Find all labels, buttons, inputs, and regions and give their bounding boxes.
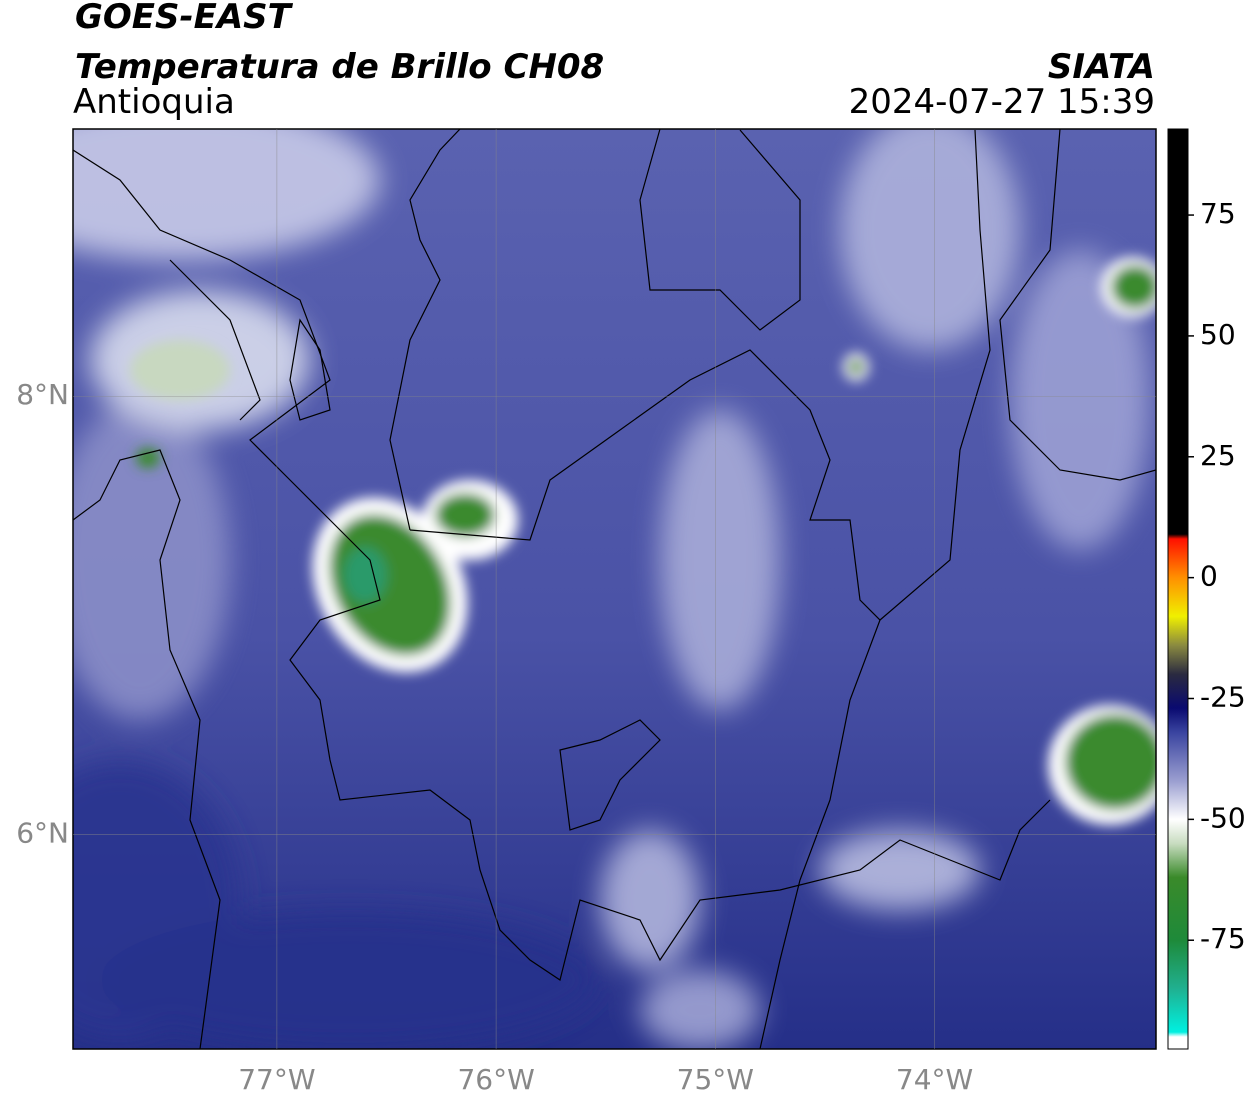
colorbar-tick-label: 50 [1200, 318, 1236, 351]
y-tick-label: 6°N [16, 816, 69, 849]
colorbar-tick-label: 0 [1200, 560, 1218, 593]
x-tick-label: 77°W [238, 1063, 315, 1096]
colorbar-tick-label: 25 [1200, 439, 1236, 472]
x-tick-label: 74°W [896, 1063, 973, 1096]
x-tick-label: 75°W [677, 1063, 754, 1096]
timestamp: 2024-07-27 15:39 [849, 82, 1155, 122]
colorbar-tick-label: -50 [1200, 801, 1246, 834]
region: Antioquia [73, 82, 235, 122]
subtitle: Temperatura de Brillo CH08 [75, 47, 604, 87]
colorbar-tick-label: 75 [1200, 197, 1236, 230]
source: SIATA [1048, 47, 1155, 87]
colorbar-tick-label: -75 [1200, 922, 1246, 955]
map-frame [72, 128, 1157, 1050]
satellite-image [73, 129, 1156, 1049]
title: GOES-EAST [75, 0, 294, 37]
colorbar-tick-label: -25 [1200, 681, 1246, 714]
x-tick-label: 76°W [457, 1063, 534, 1096]
y-tick-label: 8°N [16, 378, 69, 411]
colorbar [1167, 128, 1189, 1050]
